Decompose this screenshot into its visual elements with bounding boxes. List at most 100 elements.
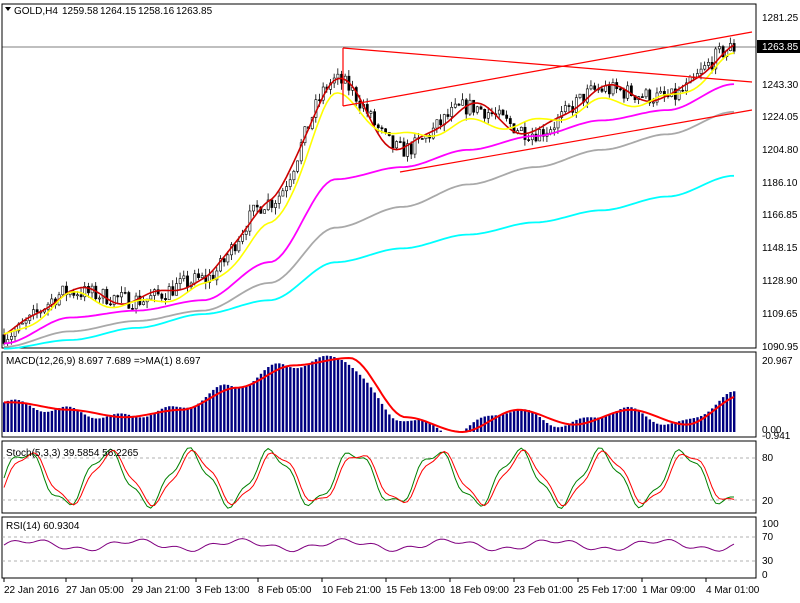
- macd-bar: [575, 419, 578, 432]
- macd-bar: [589, 417, 593, 432]
- macd-bar: [648, 419, 652, 432]
- time-tick-label: 8 Feb 05:00: [258, 585, 312, 596]
- macd-bar: [281, 364, 285, 432]
- macd-bar: [578, 418, 582, 432]
- candle-body: [277, 195, 281, 204]
- candle-body: [149, 295, 153, 300]
- macd-bar: [545, 422, 549, 432]
- macd-bar: [340, 359, 343, 432]
- macd-bar: [212, 389, 215, 432]
- candle-body: [193, 273, 197, 284]
- time-tick-label: 15 Feb 13:00: [386, 585, 445, 596]
- candle-body: [644, 89, 648, 98]
- rsi-tick: 0: [762, 570, 768, 581]
- macd-bar: [278, 363, 281, 432]
- macd-bar: [146, 416, 149, 432]
- rsi-plot: [2, 536, 756, 562]
- macd-bar: [105, 416, 109, 432]
- candle-body: [629, 85, 633, 96]
- macd-bar: [311, 361, 314, 432]
- macd-bar: [6, 400, 10, 432]
- candle-body: [585, 88, 589, 103]
- candle-body: [266, 199, 270, 211]
- macd-bar: [72, 408, 76, 432]
- macd-bar: [168, 406, 171, 432]
- candle-body: [376, 124, 380, 128]
- macd-bar: [102, 417, 105, 432]
- macd-bar: [245, 386, 248, 432]
- macd-bar: [32, 407, 35, 432]
- rsi-tick: 100: [762, 519, 779, 530]
- dropdown-arrow-icon[interactable]: [5, 7, 11, 11]
- macd-bar: [494, 415, 497, 432]
- macd-bar: [39, 411, 43, 432]
- candle-body: [541, 129, 545, 137]
- price-tick: 1148.15: [762, 243, 798, 254]
- current-price-box: [757, 40, 800, 53]
- macd-bar: [600, 417, 604, 432]
- candle-body: [160, 293, 164, 299]
- main-price-panel[interactable]: [1, 3, 757, 349]
- macd-bar: [439, 430, 442, 432]
- candle-body: [226, 254, 230, 263]
- macd-bar: [674, 422, 677, 432]
- candle-body: [563, 105, 567, 112]
- macd-bar: [25, 403, 28, 432]
- candle-body: [222, 258, 226, 263]
- macd-bar: [267, 367, 270, 432]
- macd-bar: [83, 414, 87, 432]
- macd-panel[interactable]: [1, 351, 757, 438]
- candle-body: [281, 190, 285, 197]
- macd-bar: [270, 364, 274, 432]
- macd-bar: [36, 409, 39, 432]
- candle-body: [611, 82, 615, 95]
- candle-body: [413, 137, 417, 155]
- macd-signal-line: [4, 356, 735, 434]
- candle-body: [274, 203, 277, 208]
- macd-bar: [230, 386, 233, 432]
- time-tick-label: 1 Mar 09:00: [642, 585, 696, 596]
- candle-body: [61, 285, 65, 296]
- macd-bar: [333, 357, 336, 432]
- macd-bar: [252, 381, 255, 432]
- rsi-panel[interactable]: [1, 516, 757, 579]
- candle-body: [215, 270, 219, 281]
- macd-bar: [465, 428, 468, 432]
- macd-bar: [659, 424, 663, 432]
- macd-bar: [355, 371, 358, 432]
- candle-body: [10, 335, 13, 340]
- macd-bar: [487, 415, 490, 432]
- candle-body: [527, 139, 531, 141]
- candle-body: [651, 101, 655, 104]
- macd-bar: [256, 377, 259, 432]
- candle-body: [175, 283, 178, 296]
- macd-bar: [80, 412, 83, 432]
- macd-bar: [707, 411, 710, 432]
- macd-bar: [714, 404, 718, 432]
- candle-body: [450, 107, 454, 117]
- stoch-label: Stoch(5,3,3) 39.5854 56.2265: [6, 448, 139, 459]
- macd-bar: [553, 426, 556, 432]
- candle-body: [395, 141, 399, 149]
- time-tick-label: 10 Feb 21:00: [322, 585, 381, 596]
- macd-bar: [703, 414, 707, 432]
- candle-body: [255, 204, 259, 208]
- macd-bar: [135, 416, 138, 432]
- candle-body: [336, 73, 340, 79]
- stoch-panel[interactable]: [1, 440, 757, 514]
- time-tick-label: 3 Feb 13:00: [196, 585, 250, 596]
- macd-bar: [193, 405, 197, 432]
- candle-body: [391, 135, 395, 149]
- macd-bar: [556, 427, 560, 432]
- ma-cyan-line: [4, 174, 735, 350]
- candle-body: [663, 91, 666, 97]
- macd-bar: [171, 406, 175, 432]
- stoch-plot: [2, 447, 756, 509]
- macd-bar: [197, 403, 200, 432]
- macd-bar: [380, 403, 384, 432]
- candle-body: [406, 143, 410, 157]
- macd-bar: [201, 400, 204, 432]
- candle-body: [270, 199, 274, 208]
- candle-body: [219, 258, 222, 272]
